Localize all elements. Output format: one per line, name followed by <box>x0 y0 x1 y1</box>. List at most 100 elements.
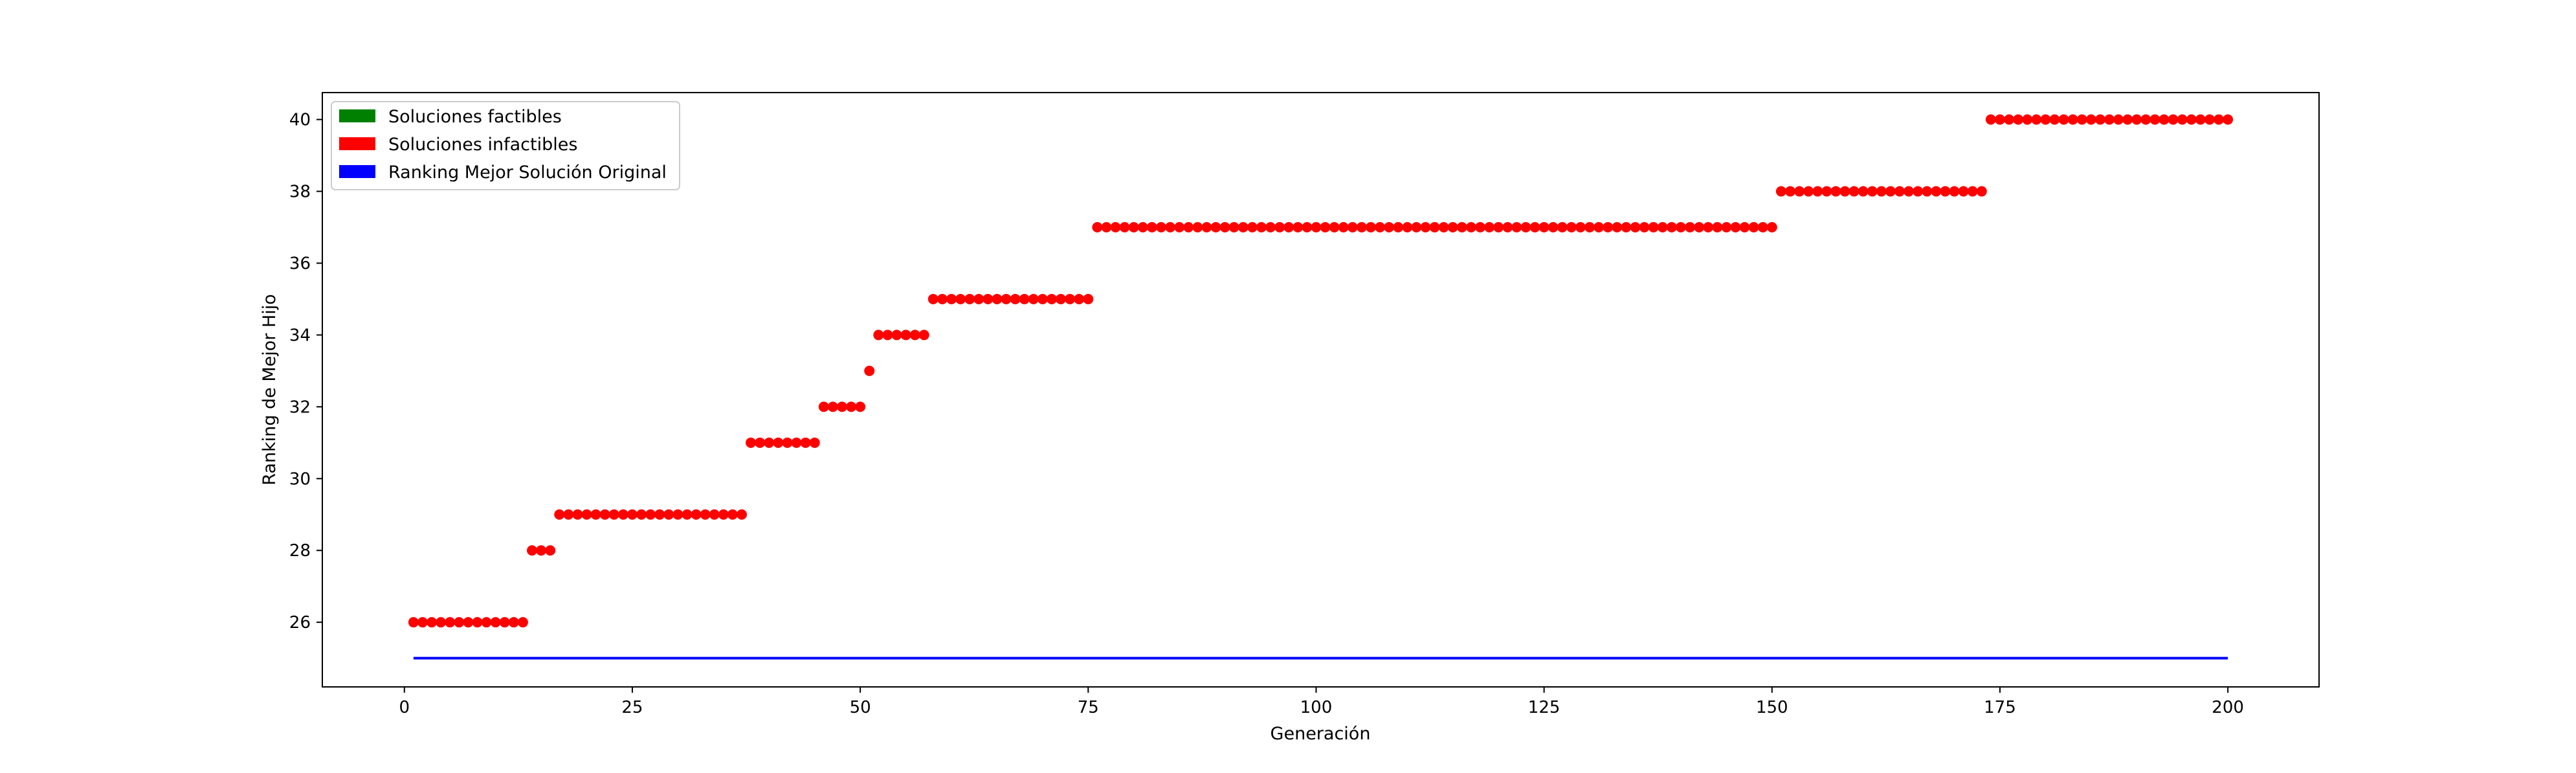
infactible-point <box>1137 222 1148 233</box>
infactible-point <box>2186 114 2197 125</box>
legend-box <box>331 101 680 190</box>
legend-swatch-infactibles <box>339 137 375 150</box>
legend-label-infactibles: Soluciones infactibles <box>388 135 577 155</box>
infactible-point <box>517 617 528 628</box>
infactible-point <box>1648 222 1659 233</box>
infactible-point <box>2076 114 2087 125</box>
legend-label-original: Ranking Mejor Solución Original <box>388 162 667 183</box>
infactible-point <box>1821 186 1832 197</box>
infactible-point <box>1210 222 1221 233</box>
infactible-point <box>2159 114 2170 125</box>
infactible-point <box>2214 114 2225 125</box>
infactible-point <box>1757 222 1768 233</box>
y-tick-label: 34 <box>289 326 311 345</box>
infactible-point <box>1493 222 1504 233</box>
infactible-point <box>1639 222 1650 233</box>
infactible-point <box>1174 222 1185 233</box>
infactible-point <box>1803 186 1814 197</box>
infactible-point <box>654 509 665 520</box>
infactible-point <box>454 617 465 628</box>
infactible-point <box>2085 114 2096 125</box>
infactible-point <box>590 509 601 520</box>
infactible-point <box>545 545 556 556</box>
infactible-point <box>2049 114 2060 125</box>
infactible-point <box>1192 222 1203 233</box>
infactible-point <box>1046 293 1057 304</box>
infactible-point <box>1985 114 1996 125</box>
legend-label-factibles: Soluciones factibles <box>388 107 562 127</box>
infactible-point <box>1393 222 1404 233</box>
y-tick-label: 36 <box>289 254 311 273</box>
infactible-point <box>1320 222 1331 233</box>
infactible-point <box>627 509 638 520</box>
infactible-point <box>1630 222 1641 233</box>
infactible-point <box>599 509 610 520</box>
infactible-point <box>608 509 619 520</box>
infactible-point <box>1465 222 1476 233</box>
infactible-point <box>909 330 920 341</box>
infactible-point <box>1538 222 1549 233</box>
x-tick-label: 25 <box>621 698 643 717</box>
infactible-point <box>800 437 811 448</box>
infactible-point <box>1657 222 1668 233</box>
infactible-point <box>1420 222 1431 233</box>
infactible-point <box>1730 222 1741 233</box>
infactible-point <box>663 509 674 520</box>
infactible-point <box>1876 186 1887 197</box>
infactible-point <box>463 617 474 628</box>
infactible-point <box>1940 186 1951 197</box>
infactible-point <box>746 437 757 448</box>
x-tick-label: 75 <box>1078 698 1099 717</box>
infactible-point <box>855 401 866 412</box>
infactible-point <box>1748 222 1759 233</box>
infactible-point <box>1904 186 1915 197</box>
y-tick-label: 28 <box>289 541 311 561</box>
infactible-point <box>1867 186 1878 197</box>
infactible-point <box>2122 114 2133 125</box>
x-axis-label: Generación <box>1271 724 1371 744</box>
infactible-point <box>946 293 957 304</box>
x-tick-label: 125 <box>1528 698 1560 717</box>
infactible-point <box>1949 186 1960 197</box>
infactible-point <box>536 545 547 556</box>
infactible-point <box>846 401 857 412</box>
infactible-point <box>1283 222 1294 233</box>
infactible-point <box>1365 222 1376 233</box>
infactible-point <box>481 617 492 628</box>
infactible-point <box>427 617 438 628</box>
infactible-point <box>2013 114 2024 125</box>
infactible-point <box>1976 186 1987 197</box>
infactible-point <box>1839 186 1850 197</box>
infactible-point <box>1922 186 1933 197</box>
infactible-point <box>864 365 875 376</box>
infactible-point <box>572 509 583 520</box>
infactible-point <box>1010 293 1021 304</box>
infactible-point <box>682 509 693 520</box>
infactible-point <box>882 330 893 341</box>
legend-swatch-original <box>339 165 375 178</box>
infactible-point <box>873 330 884 341</box>
infactible-point <box>672 509 683 520</box>
infactible-point <box>1447 222 1458 233</box>
infactible-point <box>1766 222 1777 233</box>
infactible-point <box>1894 186 1905 197</box>
infactible-point <box>1502 222 1513 233</box>
infactible-point <box>617 509 628 520</box>
infactible-point <box>1520 222 1531 233</box>
infactible-point <box>1967 186 1978 197</box>
y-axis-label: Ranking de Mejor Hijo <box>260 294 280 486</box>
infactible-point <box>2204 114 2215 125</box>
legend: Soluciones factibles Soluciones infactib… <box>331 101 680 190</box>
infactible-point <box>2040 114 2051 125</box>
infactible-point <box>508 617 519 628</box>
legend-swatch-factibles <box>339 109 375 122</box>
infactible-point <box>1356 222 1367 233</box>
series-layer <box>408 114 2234 660</box>
infactible-point <box>1311 222 1322 233</box>
infactible-point <box>1566 222 1577 233</box>
infactible-point <box>1375 222 1386 233</box>
axes-frame <box>322 92 2320 688</box>
infactible-point <box>1019 293 1030 304</box>
infactible-point <box>1065 293 1076 304</box>
